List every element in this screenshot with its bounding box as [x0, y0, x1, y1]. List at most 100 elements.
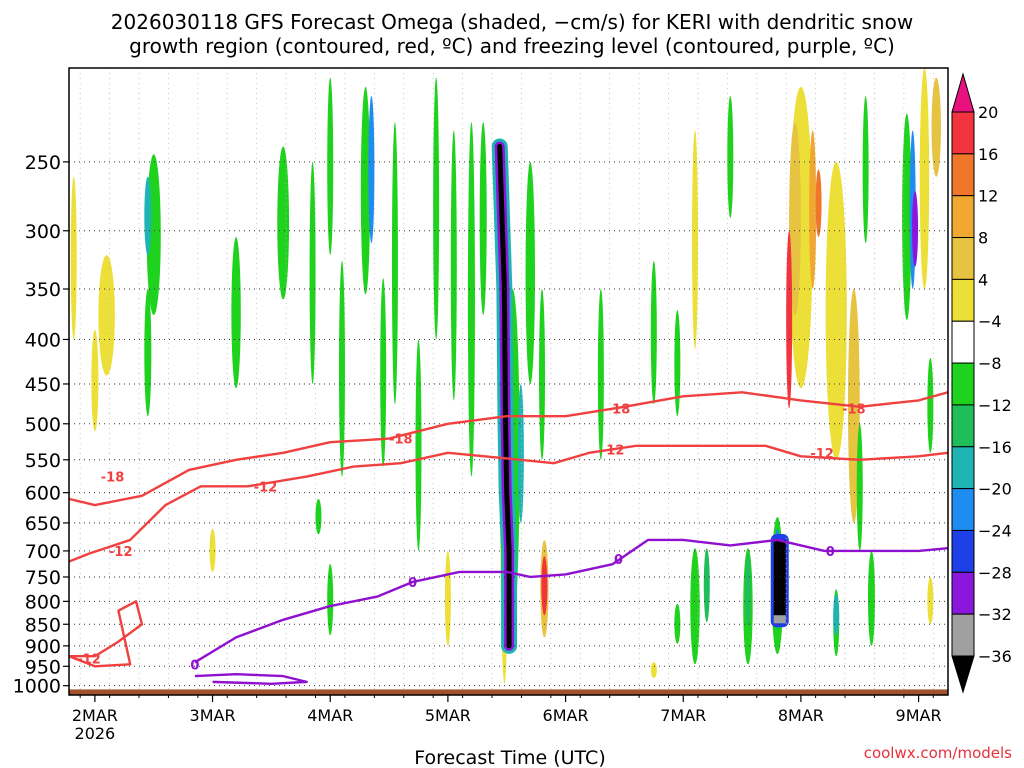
- omega-shade: [144, 176, 152, 256]
- omega-shade: [809, 130, 817, 290]
- terrain-ground: [69, 689, 948, 695]
- colorbar-segment: [951, 488, 975, 531]
- x-tick-label: 4MAR: [307, 706, 353, 725]
- omega-shade: [467, 122, 475, 477]
- omega-shade: [479, 122, 487, 316]
- y-tick-label: 750: [25, 567, 61, 589]
- omega-shade: [833, 594, 840, 636]
- x-tick-label: 2MAR: [72, 706, 118, 725]
- plot-frame: [68, 67, 949, 696]
- omega-shade: [931, 77, 941, 177]
- y-tick-label: 250: [25, 152, 61, 174]
- omega-shade: [862, 96, 869, 244]
- omega-shade: [450, 130, 457, 401]
- colorbar-label: 8: [978, 229, 988, 248]
- y-tick-label: 500: [25, 414, 61, 436]
- x-tick-label: 9MAR: [896, 706, 942, 725]
- colorbar-label: 16: [978, 145, 998, 164]
- omega-shade: [525, 161, 535, 384]
- omega-shade: [650, 261, 657, 405]
- omega-core2-inner: [773, 539, 786, 616]
- colorbar-label: −8: [978, 354, 1002, 373]
- omega-shade: [327, 77, 334, 256]
- contour-label: 0: [408, 576, 417, 591]
- colorbar-label: −36: [978, 647, 1012, 666]
- colorbar: 20 16 12 8 4 −4 −8 −12 −16 −20 −24 −28 −32 −36: [951, 72, 1012, 694]
- colorbar-label: −4: [978, 312, 1002, 331]
- colorbar-label: 12: [978, 187, 998, 206]
- x-tick-label: 3MAR: [190, 706, 236, 725]
- omega-shade: [277, 146, 290, 300]
- contour-label: 0: [190, 658, 199, 673]
- colorbar-label: 4: [978, 270, 988, 289]
- plot-area: -18 -18 -18 -18 -12 -12 -12 -12 -12 0 0 0 0: [69, 68, 948, 695]
- contour-line: [194, 538, 948, 664]
- y-tick-label: 700: [25, 541, 61, 563]
- omega-shade: [674, 310, 681, 417]
- y-tick-label: 900: [25, 636, 61, 658]
- omega-shade: [144, 289, 152, 417]
- omega-shade: [927, 357, 934, 453]
- colorbar-label: −16: [978, 438, 1012, 457]
- omega-core2-base: [773, 615, 786, 624]
- colorbar-segment: [951, 404, 975, 448]
- omega-shade: [744, 553, 751, 627]
- colorbar-label: −24: [978, 521, 1012, 540]
- contour-label: 0: [614, 553, 623, 568]
- omega-shade: [444, 550, 451, 646]
- contour-label: -12: [601, 443, 625, 458]
- omega-shade: [703, 548, 710, 623]
- colorbar-segment: [951, 446, 975, 490]
- omega-shade: [380, 278, 387, 467]
- omega-shade: [786, 230, 793, 409]
- omega-shade: [789, 122, 801, 316]
- y-tick-label: 450: [25, 374, 61, 396]
- contour-line: [69, 444, 948, 563]
- chart-title-line2: growth region (contoured, red, ºC) and f…: [129, 34, 895, 58]
- y-tick-label: 600: [25, 483, 61, 505]
- y-tick-label: 350: [25, 279, 61, 301]
- y-tick-label: 650: [25, 513, 61, 535]
- omega-shade: [368, 96, 375, 244]
- colorbar-segment: [951, 195, 975, 239]
- omega-shade: [692, 130, 699, 349]
- colorbar-segment: [951, 529, 975, 573]
- y-tick-label: 300: [25, 221, 61, 243]
- contour-label: -18: [101, 471, 125, 486]
- colorbar-segment: [951, 111, 975, 155]
- omega-shade: [433, 77, 440, 340]
- y-tick-label: 1000: [13, 676, 61, 698]
- omega-shade: [539, 289, 546, 460]
- x-tick-label: 6MAR: [543, 706, 589, 725]
- omega-shade: [91, 329, 99, 432]
- omega-shade: [209, 528, 216, 572]
- colorbar-label: −20: [978, 480, 1012, 499]
- x-axis-label: Forecast Time (UTC): [414, 747, 605, 768]
- y-tick-label: 800: [25, 591, 61, 613]
- colorbar-segment: [951, 362, 975, 406]
- x-tick-label: 8MAR: [778, 706, 824, 725]
- contour-line: [194, 672, 308, 685]
- omega-shade: [927, 576, 934, 625]
- omega-shade: [231, 237, 241, 389]
- omega-shade: [315, 498, 322, 535]
- omega-shade: [309, 161, 316, 384]
- omega-shade: [70, 176, 77, 340]
- omega-shade: [327, 564, 334, 636]
- colorbar-label: 20: [978, 103, 998, 122]
- colorbar-label: −12: [978, 396, 1012, 415]
- omega-shade: [912, 190, 919, 267]
- omega-shade: [415, 339, 422, 551]
- colorbar-segment: [951, 278, 975, 322]
- omega-shade: [856, 423, 863, 551]
- colorbar-label: −32: [978, 605, 1012, 624]
- y-tick-label: 400: [25, 329, 61, 351]
- omega-shade: [690, 548, 700, 665]
- omega-shade: [597, 289, 604, 460]
- contour-label: -12: [77, 652, 101, 667]
- x-tick-sublabel: 2026: [75, 724, 116, 743]
- omega-shade: [98, 255, 115, 376]
- omega-shade: [338, 261, 345, 477]
- contour-line: [69, 600, 144, 668]
